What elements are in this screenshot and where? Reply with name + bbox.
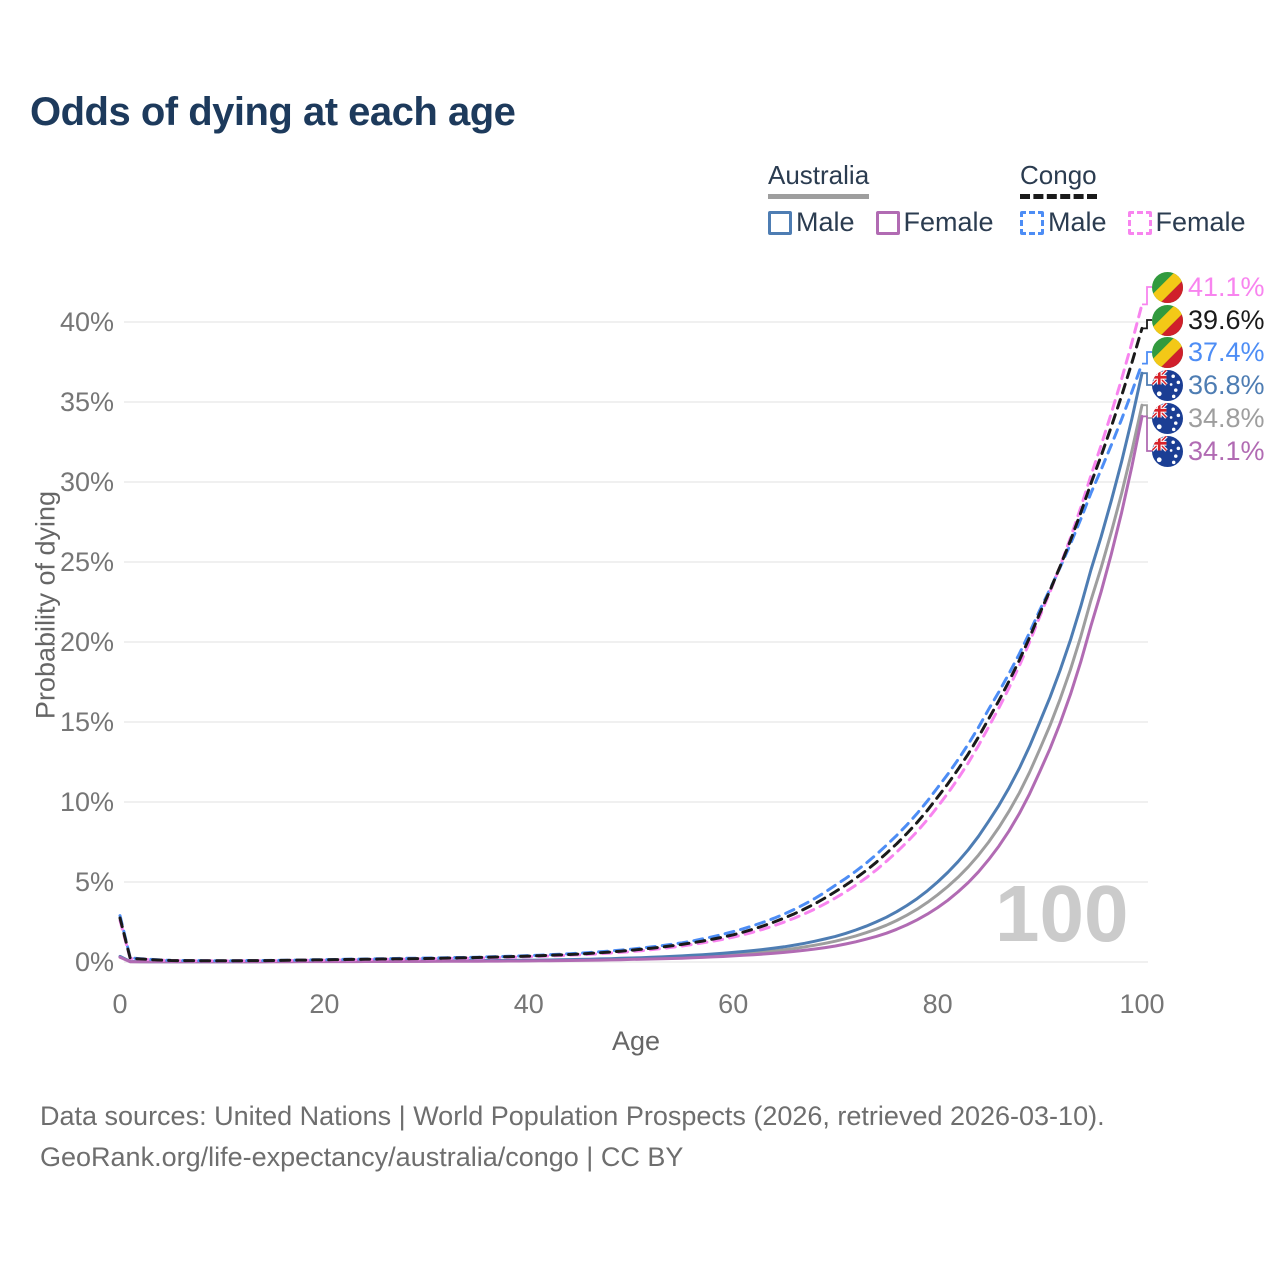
legend-group-australia: Australia Male Female <box>768 160 1015 238</box>
legend-title-australia[interactable]: Australia <box>768 160 870 199</box>
gridlines <box>124 321 1148 963</box>
y-tick-20: 20% <box>60 627 114 657</box>
end-label-value: 34.8% <box>1188 402 1265 433</box>
y-tick-15: 15% <box>60 707 114 737</box>
page-title: Odds of dying at each age <box>30 90 516 134</box>
connector-australia-female <box>1142 415 1152 452</box>
connector-congo-male <box>1142 351 1152 365</box>
legend-label-australia-female[interactable]: Female <box>903 207 994 237</box>
congo-flag-icon <box>1152 304 1183 336</box>
footer-attribution: GeoRank.org/life-expectancy/australia/co… <box>40 1142 684 1172</box>
end-label-value: 36.8% <box>1188 369 1265 400</box>
axis-tick-labels: 0% 5% 10% 15% 20% 25% 30% 35% 40% 0 20 40 60 80 100 <box>60 307 1165 1019</box>
x-tick-80: 80 <box>923 989 953 1019</box>
end-label-value: 41.1% <box>1188 271 1265 302</box>
end-label-congo-female[interactable]: 41.1% <box>1152 271 1265 303</box>
congo-flag-icon <box>1152 271 1183 303</box>
footer-data-sources: Data sources: United Nations | World Pop… <box>40 1101 1105 1131</box>
chart-line-congo-male[interactable] <box>118 362 1144 963</box>
end-label-value: 34.1% <box>1188 435 1265 466</box>
legend-label-australia-male[interactable]: Male <box>796 207 855 237</box>
end-label-value: 39.6% <box>1188 304 1265 335</box>
x-tick-20: 20 <box>309 989 339 1019</box>
legend-swatch-australia-female[interactable] <box>875 210 900 235</box>
x-tick-60: 60 <box>718 989 748 1019</box>
australia-flag-icon <box>1152 369 1183 401</box>
x-tick-100: 100 <box>1119 989 1164 1019</box>
end-label-australia[interactable]: 34.8% <box>1152 402 1265 434</box>
end-label-congo[interactable]: 39.6% <box>1152 304 1265 336</box>
x-tick-0: 0 <box>112 989 127 1019</box>
legend-group-congo: Congo Male Female <box>1020 160 1267 238</box>
end-label-connectors <box>1142 286 1152 452</box>
x-axis-title: Age <box>611 1026 661 1056</box>
connector-congo <box>1142 319 1152 330</box>
australia-flag-icon <box>1152 435 1183 467</box>
chart-line-congo[interactable] <box>118 326 1144 963</box>
congo-flag-icon <box>1152 336 1183 368</box>
y-tick-5: 5% <box>75 867 114 897</box>
australia-flag-icon <box>1152 402 1183 434</box>
y-tick-30: 30% <box>60 467 114 497</box>
legend-swatch-congo-male[interactable] <box>1020 210 1044 235</box>
legend-swatch-australia-male[interactable] <box>768 210 792 235</box>
end-label-australia-male[interactable]: 36.8% <box>1152 369 1265 401</box>
chart-line-australia[interactable] <box>118 403 1144 964</box>
chart-line-australia-male[interactable] <box>118 371 1144 964</box>
end-label-australia-female[interactable]: 34.1% <box>1152 435 1265 467</box>
y-axis-title: Probability of dying <box>30 490 61 720</box>
footer: Data sources: United Nations | World Pop… <box>40 1096 1105 1178</box>
legend-title-congo[interactable]: Congo <box>1020 160 1097 199</box>
chart-line-congo-female[interactable] <box>118 302 1144 963</box>
y-tick-0: 0% <box>75 947 114 977</box>
connector-australia <box>1142 404 1152 419</box>
connector-australia-male <box>1142 372 1152 386</box>
series-lines <box>118 302 1144 964</box>
y-tick-25: 25% <box>60 547 114 577</box>
chart-line-australia-female[interactable] <box>118 414 1144 964</box>
legend-label-congo-female[interactable]: Female <box>1155 207 1246 237</box>
end-label-congo-male[interactable]: 37.4% <box>1152 336 1265 368</box>
y-tick-35: 35% <box>60 387 114 417</box>
legend-swatch-congo-female[interactable] <box>1127 210 1152 235</box>
age-watermark: 100 <box>995 869 1129 958</box>
y-tick-40: 40% <box>60 307 114 337</box>
connector-congo-female <box>1142 286 1152 306</box>
x-tick-40: 40 <box>514 989 544 1019</box>
legend-label-congo-male[interactable]: Male <box>1048 207 1107 237</box>
end-label-value: 37.4% <box>1188 336 1265 367</box>
y-tick-10: 10% <box>60 787 114 817</box>
